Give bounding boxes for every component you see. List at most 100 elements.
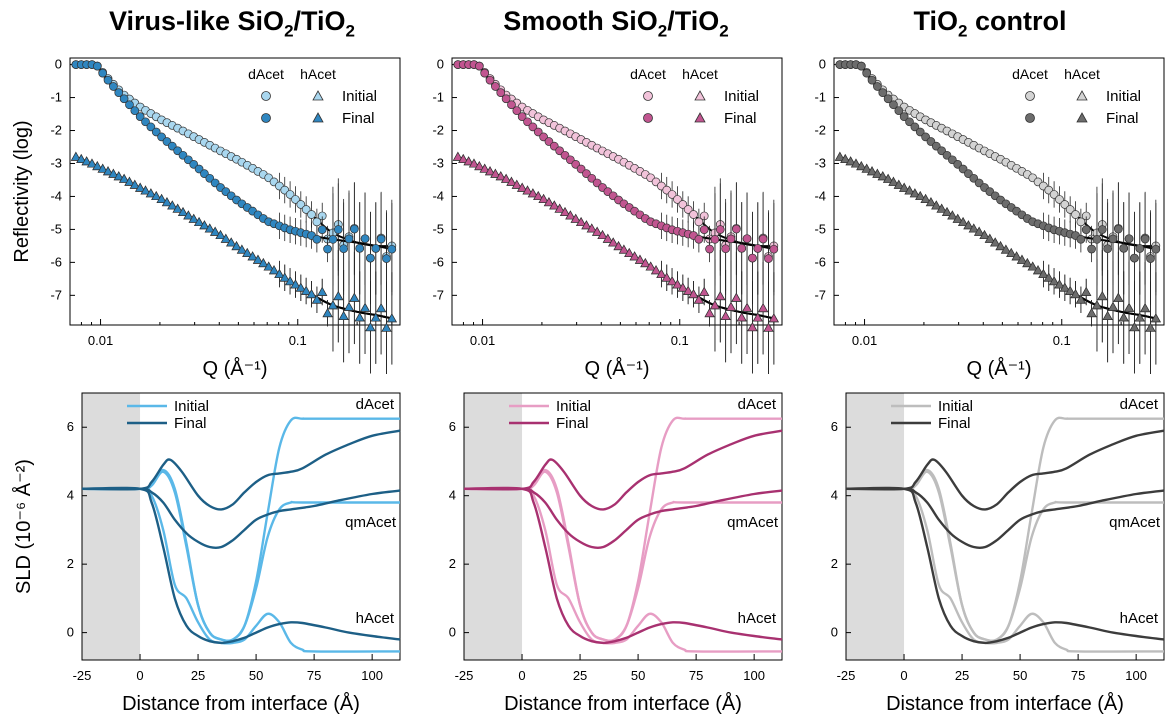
title-subscript: 2 bbox=[719, 21, 729, 41]
data-point bbox=[856, 61, 866, 71]
data-point bbox=[490, 168, 501, 178]
legend-marker bbox=[1076, 112, 1088, 123]
data-point bbox=[183, 210, 194, 220]
data-point bbox=[640, 258, 651, 268]
data-point bbox=[1081, 225, 1091, 234]
data-point bbox=[618, 244, 630, 254]
data-point bbox=[683, 205, 693, 214]
data-point bbox=[667, 190, 677, 199]
data-point bbox=[458, 153, 469, 163]
data-point bbox=[608, 237, 619, 247]
x-axis-label: Distance from interface (Å) bbox=[122, 692, 360, 715]
data-point bbox=[161, 197, 173, 207]
y-tick-label: -4 bbox=[814, 188, 826, 203]
legend-marker bbox=[694, 112, 706, 123]
data-point bbox=[1140, 303, 1151, 313]
legend-label-final: Final bbox=[938, 415, 971, 432]
data-point bbox=[915, 190, 926, 201]
data-point bbox=[463, 156, 474, 166]
legend-marker bbox=[312, 90, 324, 101]
data-point bbox=[312, 217, 322, 227]
data-point bbox=[274, 268, 285, 278]
data-point bbox=[1081, 286, 1092, 296]
data-point bbox=[317, 286, 328, 296]
data-point bbox=[725, 301, 737, 311]
legend-label-final: Final bbox=[1106, 110, 1139, 127]
y-tick-label: -1 bbox=[432, 90, 444, 105]
data-point bbox=[323, 244, 332, 254]
data-point bbox=[694, 234, 704, 244]
legend-marker bbox=[694, 90, 706, 101]
x-tick-label: 100 bbox=[743, 668, 765, 683]
data-point bbox=[931, 200, 942, 210]
legend-label-initial: Initial bbox=[556, 398, 591, 415]
data-point bbox=[763, 322, 774, 332]
data-point bbox=[1065, 285, 1076, 295]
data-point bbox=[920, 193, 931, 203]
data-point bbox=[1103, 244, 1112, 254]
data-point bbox=[285, 190, 295, 199]
data-point bbox=[284, 276, 296, 286]
data-point bbox=[76, 153, 87, 163]
x-axis-label: Q (Å⁻¹) bbox=[967, 357, 1032, 380]
y-tick-label: -3 bbox=[814, 155, 826, 170]
data-point bbox=[70, 151, 82, 161]
data-point bbox=[484, 166, 496, 176]
x-tick-label: 0 bbox=[900, 668, 907, 683]
y-tick-label: 6 bbox=[449, 419, 456, 434]
data-point bbox=[840, 153, 851, 163]
data-point bbox=[317, 225, 327, 234]
data-point bbox=[957, 216, 969, 227]
y-tick-label: 0 bbox=[437, 57, 444, 72]
data-point bbox=[752, 312, 763, 322]
legend-marker bbox=[261, 113, 271, 123]
data-point bbox=[382, 254, 391, 263]
data-point bbox=[883, 173, 894, 183]
data-point bbox=[758, 303, 769, 313]
data-point bbox=[1124, 234, 1134, 244]
curve-label-hacet: hAcet bbox=[1120, 610, 1159, 627]
data-point bbox=[538, 193, 549, 203]
substrate-shade bbox=[82, 393, 141, 660]
y-tick-label: 4 bbox=[67, 488, 74, 503]
legend-label-final: Final bbox=[174, 415, 207, 432]
reflectivity-plot-2: 0 -1 -2 -3 -4 -5 -6 -7 0.01 0.1 Q (Å⁻¹) dAcet hAcet I… bbox=[432, 57, 783, 380]
data-point bbox=[952, 213, 963, 223]
y-axis-label: SLD (10⁻⁶ Å⁻²) bbox=[12, 459, 35, 594]
data-point bbox=[370, 312, 381, 322]
data-point bbox=[1113, 292, 1124, 302]
data-point bbox=[1140, 234, 1150, 244]
data-point bbox=[1092, 235, 1102, 244]
data-point bbox=[452, 151, 464, 161]
data-point bbox=[624, 247, 635, 257]
data-point bbox=[1123, 302, 1135, 312]
legend-header-dacet: dAcet bbox=[630, 66, 666, 82]
data-point bbox=[974, 226, 985, 236]
legend-label-initial: Initial bbox=[342, 88, 377, 105]
legend-header-dacet: dAcet bbox=[248, 66, 284, 82]
data-point bbox=[135, 112, 145, 121]
data-point bbox=[925, 197, 937, 207]
data-point bbox=[491, 82, 500, 91]
data-point bbox=[602, 233, 613, 243]
data-point bbox=[575, 216, 587, 227]
data-point bbox=[915, 127, 925, 137]
data-point bbox=[941, 206, 953, 217]
data-point bbox=[312, 234, 322, 244]
data-point bbox=[1097, 225, 1107, 234]
data-point bbox=[710, 235, 720, 244]
data-point bbox=[327, 300, 339, 310]
data-point bbox=[883, 94, 893, 104]
data-point bbox=[856, 161, 867, 171]
data-point bbox=[359, 302, 371, 312]
data-point bbox=[528, 122, 538, 132]
title-text: Smooth SiO bbox=[503, 6, 658, 36]
panel-title-2: Smooth SiO2/TiO2 bbox=[456, 6, 776, 46]
x-tick-label: 0 bbox=[136, 668, 143, 683]
data-point bbox=[1087, 244, 1096, 254]
x-tick-label: 0.1 bbox=[671, 333, 689, 348]
data-point bbox=[338, 310, 349, 320]
data-point bbox=[899, 182, 910, 192]
data-point bbox=[172, 203, 183, 213]
